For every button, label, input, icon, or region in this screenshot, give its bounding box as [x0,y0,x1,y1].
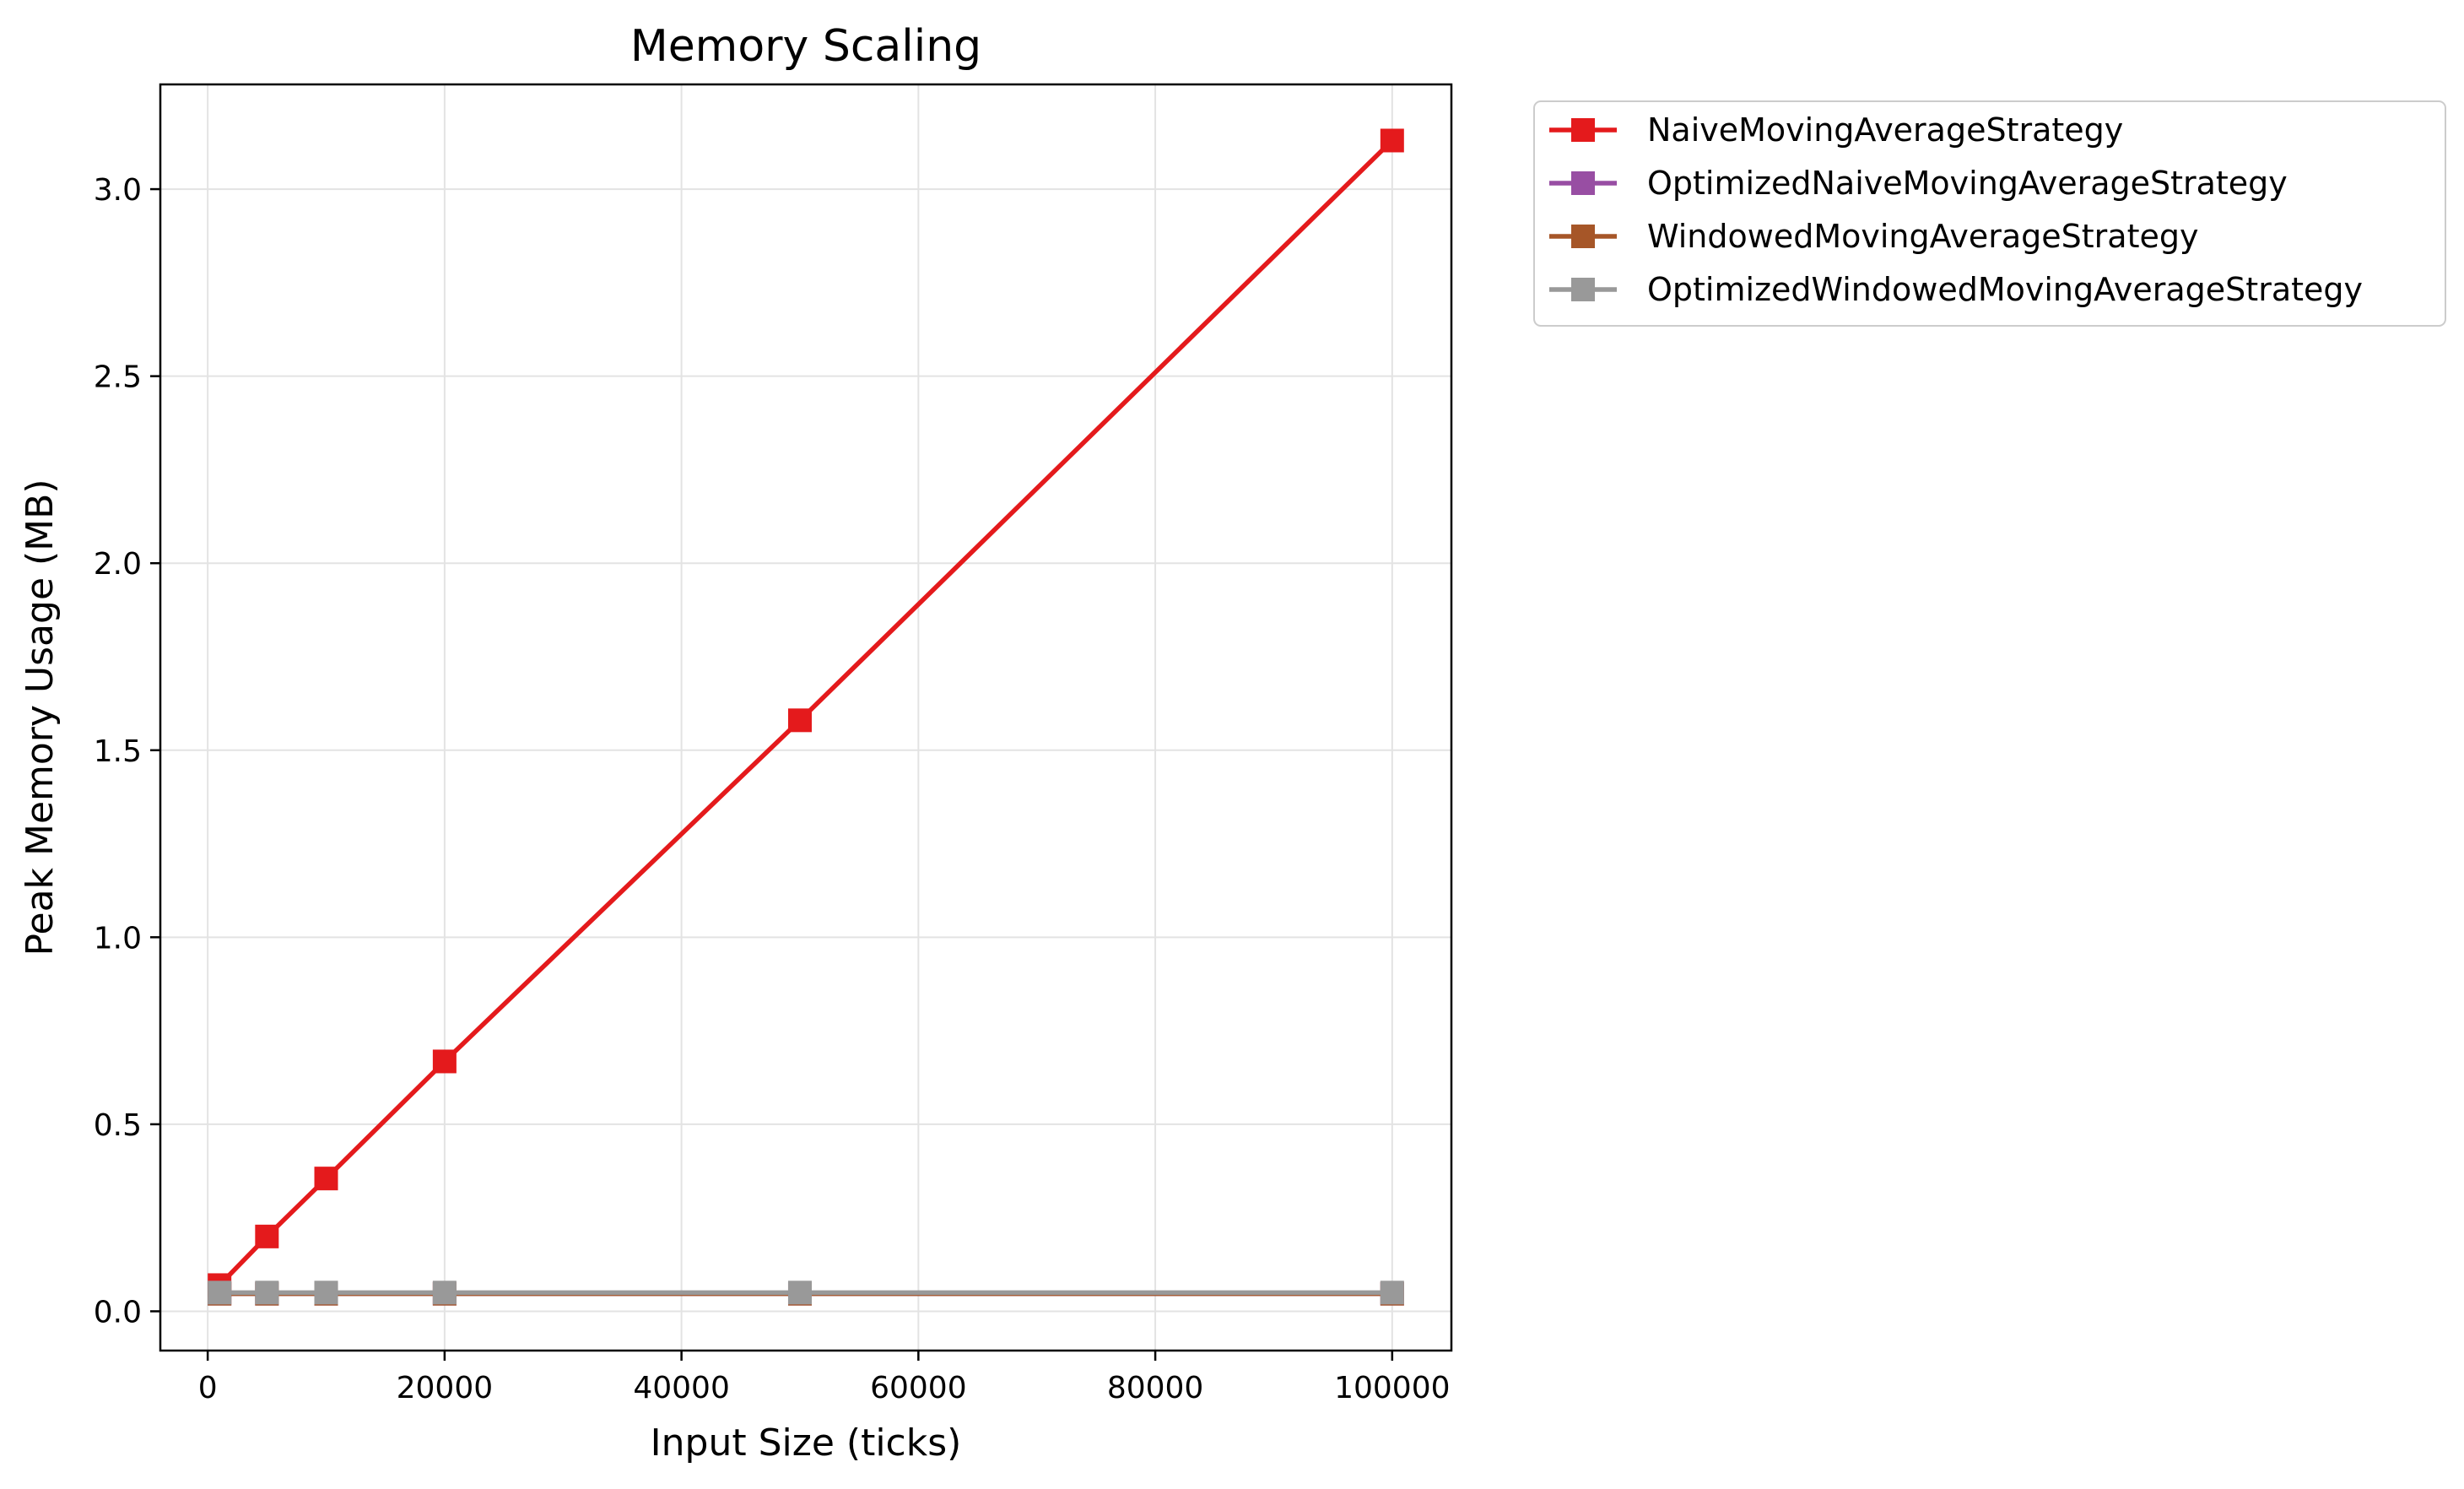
legend-label: WindowedMovingAverageStrategy [1647,218,2198,255]
legend-item: OptimizedWindowedMovingAverageStrategy [1549,271,2363,308]
legend-marker [1571,171,1595,195]
legend-label: OptimizedNaiveMovingAverageStrategy [1647,165,2288,202]
data-point [787,708,812,733]
y-tick-label: 2.0 [94,547,142,582]
data-point [787,1281,812,1305]
legend-frame [1533,100,2446,327]
legend-item: NaiveMovingAverageStrategy [1549,111,2123,149]
plot-area-frame [159,83,1453,1352]
y-axis-title: Peak Memory Usage (MB) [19,479,62,956]
x-axis-title: Input Size (ticks) [651,1421,962,1465]
legend-item: WindowedMovingAverageStrategy [1549,218,2198,255]
y-tick-label: 1.5 [94,734,142,769]
y-tick-label: 2.5 [94,360,142,395]
y-tick-label: 0.0 [94,1295,142,1329]
series-4 [208,1281,1404,1305]
x-tick-label: 20000 [397,1371,494,1405]
grid [160,84,1451,1351]
legend-marker [1571,118,1595,142]
legend-marker [1571,225,1595,248]
x-tick-label: 100000 [1334,1371,1450,1405]
y-tick-label: 0.5 [94,1108,142,1143]
x-tick-label: 0 [198,1371,218,1405]
axis-ticks: 0 20000 40000 60000 80000 100000 0.0 0.5 1.0 1.5 2… [94,173,1451,1405]
x-tick-label: 60000 [870,1371,967,1405]
y-tick-label: 1.0 [94,921,142,956]
legend-label: NaiveMovingAverageStrategy [1647,111,2123,149]
data-point [432,1281,457,1305]
x-tick-label: 40000 [633,1371,730,1405]
legend-label: OptimizedWindowedMovingAverageStrategy [1647,271,2363,308]
data-point [255,1224,279,1248]
data-point [255,1281,279,1305]
data-point [1380,128,1404,153]
y-tick-label: 3.0 [94,173,142,208]
data-point [432,1049,457,1074]
data-point [1380,1281,1404,1305]
legend-marker [1571,278,1595,301]
data-point [314,1281,338,1305]
legend-item: OptimizedNaiveMovingAverageStrategy [1549,165,2288,202]
plot-series [208,128,1404,1306]
data-point [314,1167,338,1191]
legend: NaiveMovingAverageStrategy OptimizedNaive… [1533,100,2446,327]
x-tick-label: 80000 [1107,1371,1204,1405]
chart-title: Memory Scaling [630,21,981,72]
data-point [208,1281,232,1305]
